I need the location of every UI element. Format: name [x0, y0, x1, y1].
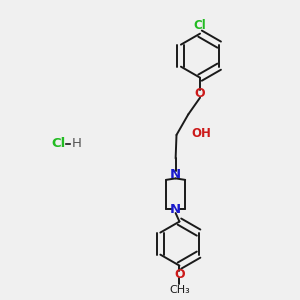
Text: N: N	[170, 203, 181, 216]
Text: O: O	[174, 268, 185, 281]
Text: CH₃: CH₃	[169, 285, 190, 295]
Text: H: H	[72, 137, 82, 150]
Text: OH: OH	[191, 127, 211, 140]
Text: Cl: Cl	[52, 137, 66, 150]
Text: N: N	[170, 168, 181, 181]
Text: Cl: Cl	[194, 19, 206, 32]
Text: O: O	[195, 87, 206, 100]
